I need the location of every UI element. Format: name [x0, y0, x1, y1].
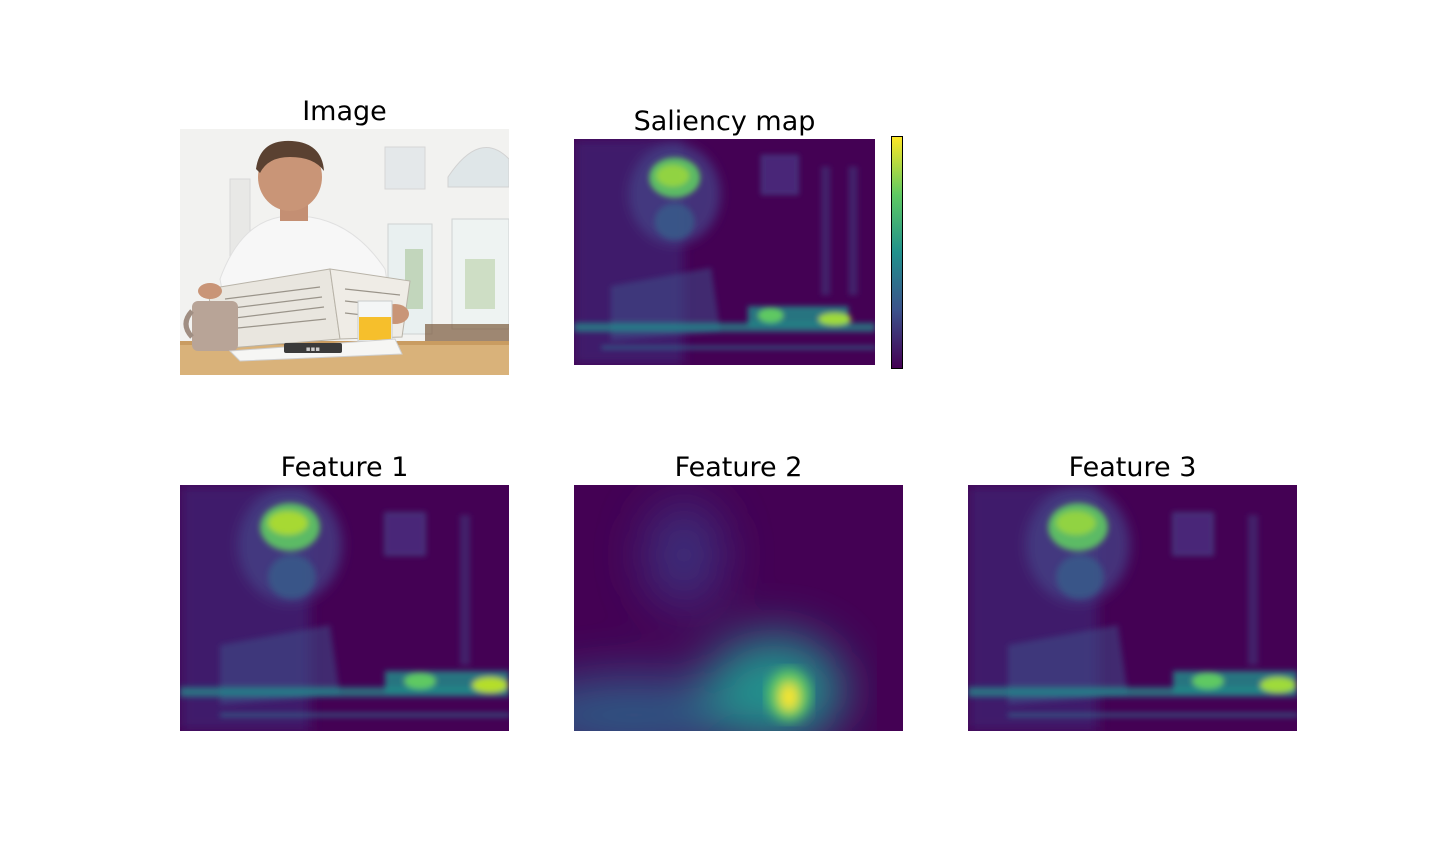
feature2-panel-title: Feature 2 [674, 452, 803, 483]
phone-label: ▪▪▪ [306, 345, 320, 353]
feature3-panel-title: Feature 3 [1068, 452, 1197, 483]
input-photo: ▪▪▪ [180, 129, 509, 375]
feature3-map [968, 485, 1297, 731]
saliency-colorbar [891, 136, 903, 369]
image-panel-title: Image [302, 96, 387, 127]
feature1-map [180, 485, 509, 731]
feature2-map [574, 485, 903, 731]
saliency-panel-title: Saliency map [633, 106, 816, 137]
saliency-map [574, 139, 875, 365]
feature1-panel-title: Feature 1 [280, 452, 409, 483]
